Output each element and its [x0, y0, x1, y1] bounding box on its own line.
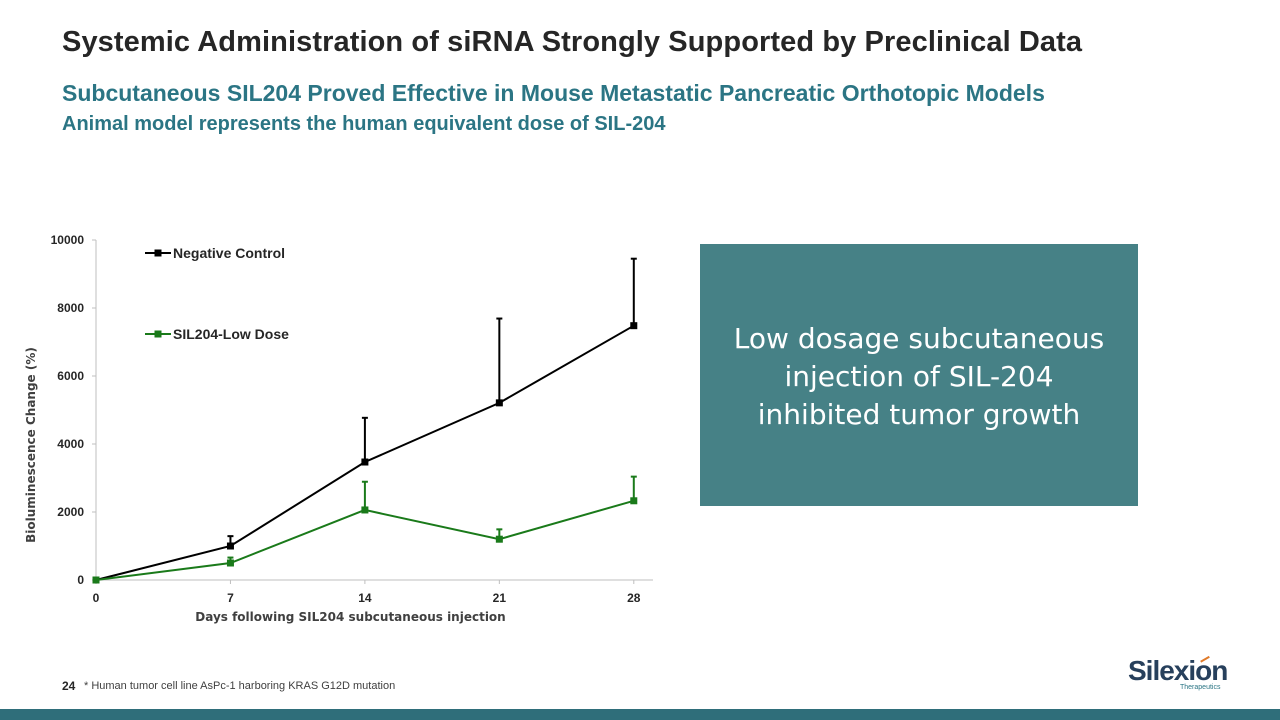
data-point — [361, 458, 369, 466]
data-point — [630, 497, 638, 505]
y-tick-label: 4000 — [57, 437, 84, 451]
legend-label: Negative Control — [173, 245, 285, 261]
data-point — [92, 576, 100, 584]
key-finding-callout: Low dosage subcutaneous injection of SIL… — [700, 244, 1138, 506]
y-tick-label: 0 — [77, 573, 84, 587]
callout-text: Low dosage subcutaneous injection of SIL… — [733, 322, 1105, 431]
legend-label: SIL204-Low Dose — [173, 326, 289, 342]
page-subtitle: Subcutaneous SIL204 Proved Effective in … — [62, 80, 1045, 106]
company-logo: Silexion Therapeutics — [1128, 656, 1228, 696]
legend-entry: SIL204-Low Dose — [145, 326, 289, 342]
y-axis: 0 2000 4000 6000 8000 10000 — [51, 233, 97, 587]
x-tick-label: 21 — [493, 591, 507, 605]
y-tick-label: 10000 — [51, 233, 85, 247]
x-tick-label: 14 — [358, 591, 372, 605]
x-axis: 0 7 14 21 28 — [93, 579, 653, 605]
footnote: * Human tumor cell line AsPc-1 harboring… — [84, 680, 396, 692]
series-negative-control — [92, 257, 638, 584]
x-axis-title: Days following SIL204 subcutaneous injec… — [195, 610, 505, 624]
data-point — [226, 542, 234, 550]
x-tick-label: 0 — [93, 591, 100, 605]
slide-number: 24 — [62, 679, 76, 693]
page-subtitle-secondary: Animal model represents the human equiva… — [62, 113, 666, 135]
data-point — [226, 559, 234, 567]
y-axis-title: Bioluminescence Change (%) — [24, 347, 38, 543]
chart-series — [92, 257, 638, 584]
logo-wordmark: Silexion — [1128, 655, 1228, 686]
data-point — [361, 506, 369, 514]
chart-legend: Negative Control SIL204-Low Dose — [145, 245, 289, 342]
y-tick-label: 2000 — [57, 505, 84, 519]
legend-marker — [154, 330, 162, 338]
legend-marker — [154, 249, 162, 257]
y-tick-label: 6000 — [57, 369, 84, 383]
logo-tagline: Therapeutics — [1180, 684, 1221, 691]
series-sil204-low-dose — [92, 475, 638, 584]
page-title: Systemic Administration of siRNA Strongl… — [62, 26, 1083, 58]
footer-bar — [0, 709, 1280, 720]
data-point — [495, 535, 503, 543]
x-tick-label: 28 — [627, 591, 641, 605]
legend-entry: Negative Control — [145, 245, 285, 261]
data-point — [630, 322, 638, 330]
x-tick-label: 7 — [227, 591, 234, 605]
y-tick-label: 8000 — [57, 301, 84, 315]
data-point — [495, 399, 503, 407]
